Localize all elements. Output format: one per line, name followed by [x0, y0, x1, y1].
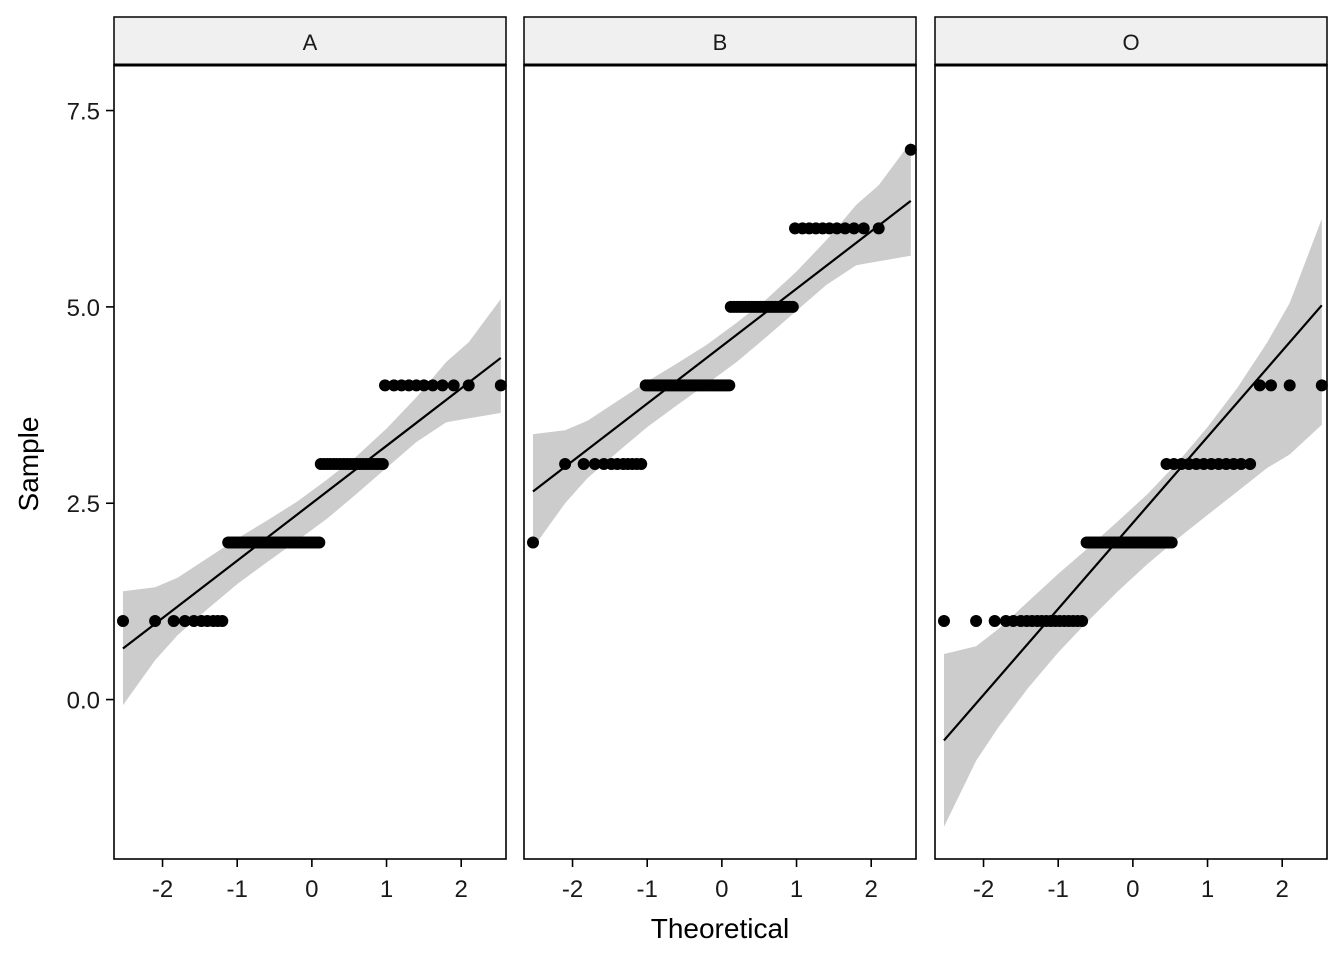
data-point [1315, 379, 1328, 392]
facet-strip [113, 16, 507, 66]
data-point [559, 458, 572, 470]
facet-panel-b: B -2 -1 0 1 2 [523, 16, 917, 903]
facet-panel-a: A -2 -1 0 1 2 [113, 16, 507, 903]
data-point [313, 536, 326, 549]
x-axis-title: Theoretical [651, 913, 790, 944]
data-point [149, 615, 162, 627]
x-tick-label: -1 [1048, 876, 1069, 903]
data-point [857, 222, 870, 235]
data-point [635, 458, 648, 470]
x-tick-label: 0 [715, 876, 728, 903]
data-point [1165, 536, 1178, 549]
data-point [216, 615, 229, 627]
data-point [436, 379, 449, 392]
reference-line [532, 199, 912, 493]
x-tick-label: 2 [1276, 876, 1289, 903]
data-point [376, 458, 389, 470]
data-point [938, 615, 950, 627]
data-point [786, 300, 799, 313]
data-point [1283, 379, 1296, 392]
x-tick-label: 1 [380, 876, 393, 903]
data-point [447, 379, 460, 392]
y-axis: 0.0 2.5 5.0 7.5 [67, 99, 114, 715]
data-point [839, 222, 852, 235]
x-tick-label: -2 [973, 876, 994, 903]
facet-strip-label: O [1122, 30, 1139, 55]
data-point [527, 536, 539, 549]
facet-strip [523, 16, 917, 66]
x-tick-label: 0 [305, 876, 318, 903]
facet-strip [934, 16, 1328, 66]
data-point [1235, 458, 1248, 470]
y-tick-label: 7.5 [67, 99, 100, 126]
data-point [577, 458, 590, 470]
data-point [988, 615, 1001, 627]
data-point [872, 222, 885, 235]
x-tick-label: 1 [1201, 876, 1214, 903]
data-point [1253, 379, 1266, 392]
x-tick-label: 2 [455, 876, 468, 903]
y-tick-label: 2.5 [67, 491, 100, 518]
data-point [178, 615, 191, 627]
data-point [462, 379, 475, 392]
x-tick-label: 1 [790, 876, 803, 903]
facet-strip-label: B [713, 30, 728, 55]
data-point [1244, 458, 1257, 470]
data-point [417, 379, 430, 392]
data-point [426, 379, 439, 392]
data-point [494, 379, 507, 392]
reference-line [122, 357, 502, 650]
data-point [723, 379, 736, 392]
x-tick-label: -1 [637, 876, 658, 903]
data-point [379, 379, 391, 392]
data-point [830, 222, 843, 235]
y-tick-label: 0.0 [67, 688, 100, 715]
data-point [904, 143, 917, 156]
x-tick-label: -2 [152, 876, 173, 903]
data-point [1265, 379, 1277, 392]
x-tick-label: -2 [562, 876, 583, 903]
y-axis-title: Sample [13, 417, 44, 512]
data-point [1076, 615, 1089, 627]
data-point [167, 615, 180, 627]
data-point [588, 458, 601, 470]
facet-panel-o: O -2 -1 0 1 2 [934, 16, 1328, 903]
data-point [117, 615, 129, 627]
facet-panels: A -2 -1 0 1 2 B -2 -1 0 1 2 O -2 -1 0 1 2 [113, 16, 1328, 903]
y-tick-label: 5.0 [67, 295, 100, 322]
x-tick-label: 2 [865, 876, 878, 903]
reference-line [943, 304, 1323, 742]
x-tick-label: -1 [227, 876, 248, 903]
data-point [970, 615, 983, 627]
x-tick-label: 0 [1126, 876, 1139, 903]
data-point [848, 222, 860, 235]
facet-strip-label: A [303, 30, 318, 55]
